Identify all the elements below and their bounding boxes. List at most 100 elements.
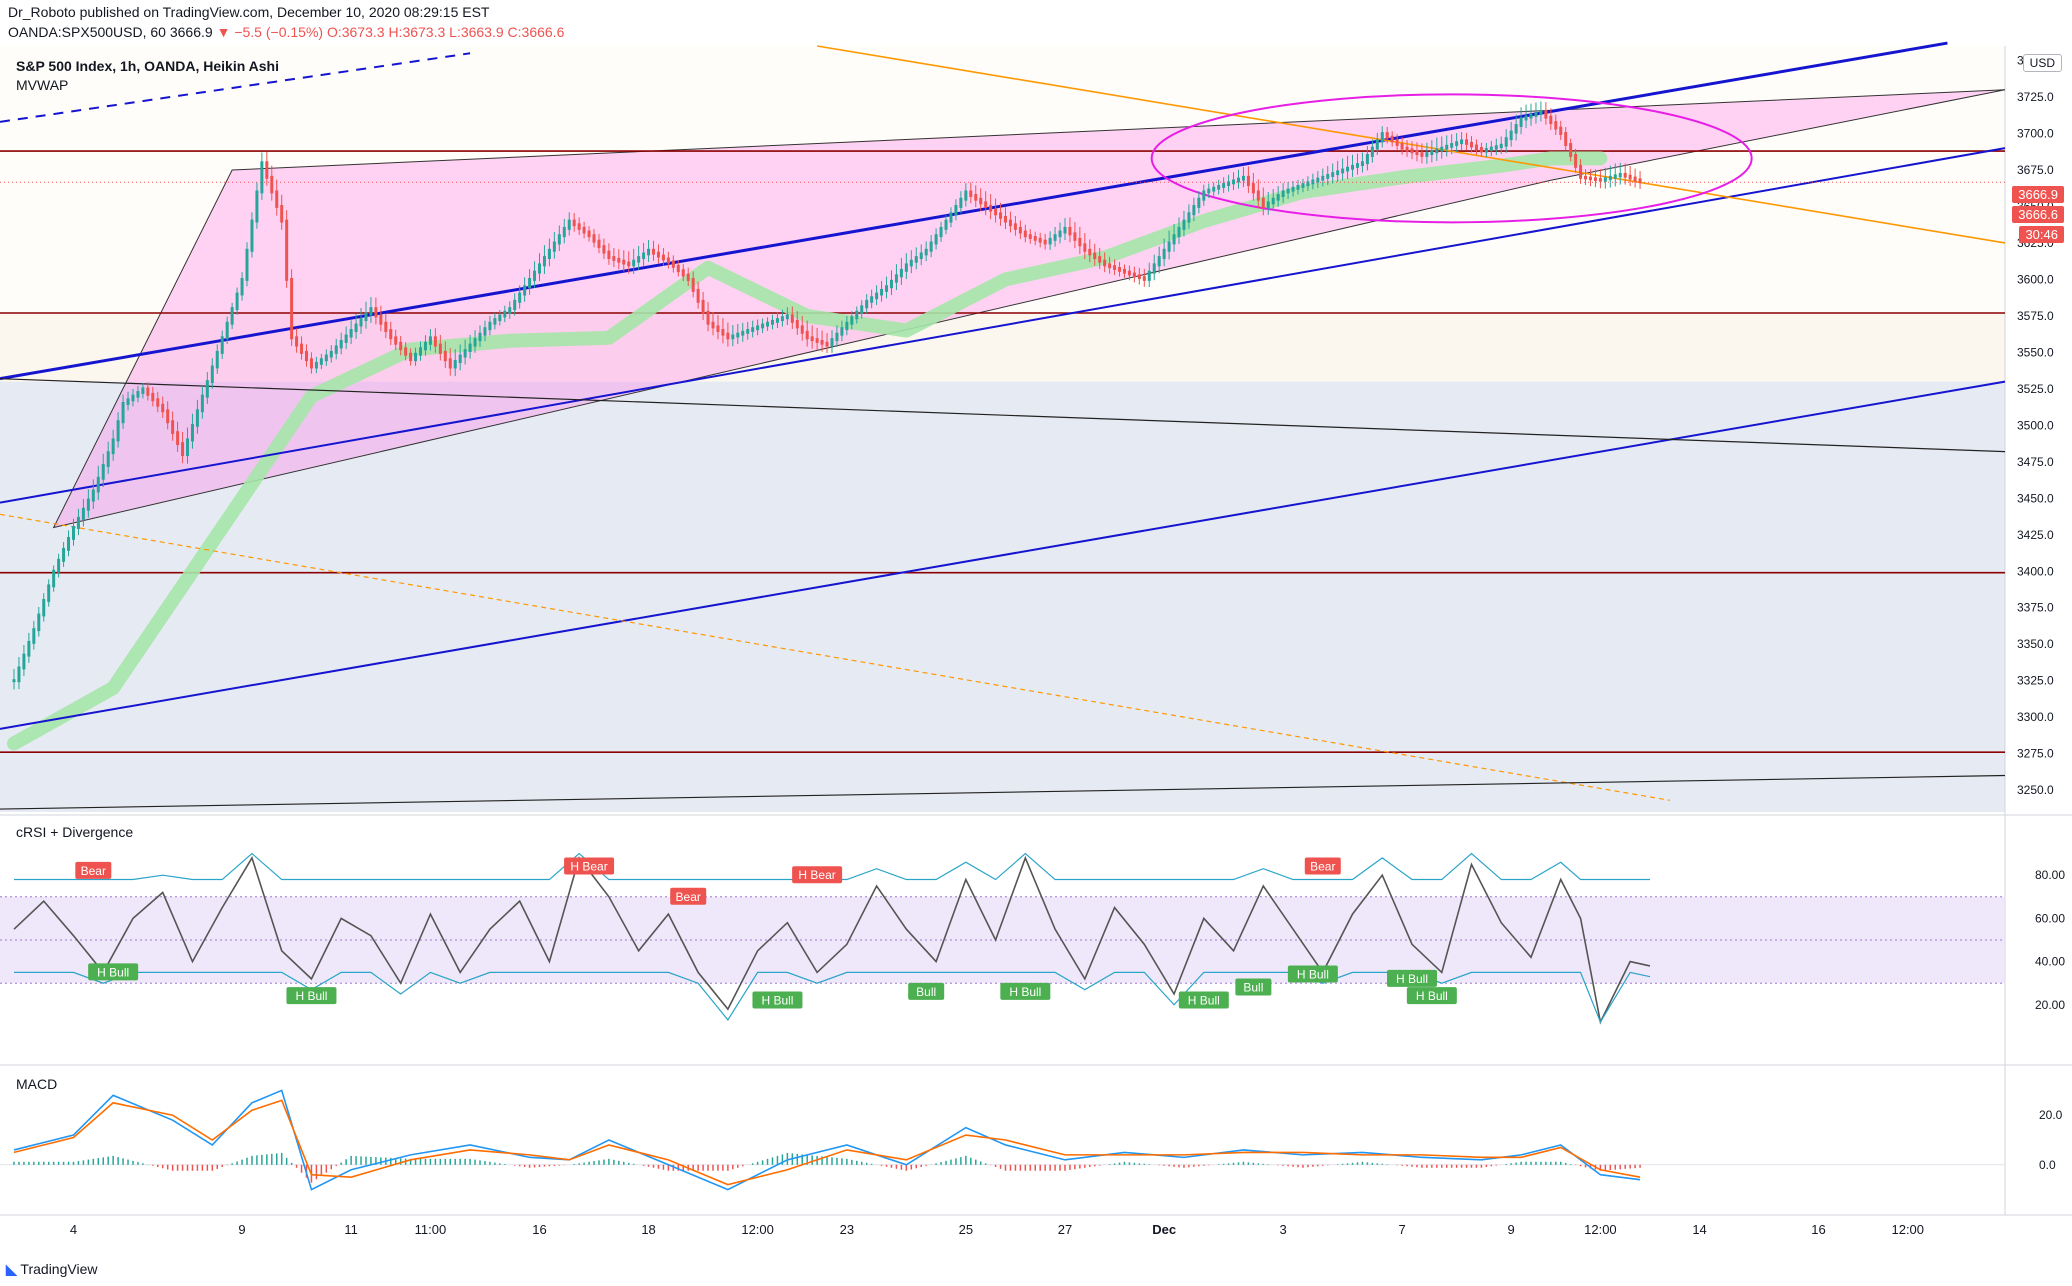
candle-body [419, 347, 423, 356]
divergence-label-text: H Bull [1396, 972, 1428, 986]
candle-body [924, 248, 928, 256]
crsi-tick-label: 80.00 [2035, 868, 2065, 882]
candle-body [205, 380, 209, 398]
candle-body [562, 226, 566, 238]
candle-body [176, 431, 180, 446]
candle-body [1008, 219, 1012, 227]
time-axis-label: 14 [1692, 1222, 1706, 1237]
candle-body [1569, 143, 1573, 157]
candle-body [1222, 183, 1226, 188]
candle-body [116, 420, 120, 442]
candle-body [468, 343, 472, 353]
candle-body [126, 398, 130, 405]
candle-body [1276, 194, 1280, 201]
candle-body [1033, 236, 1037, 241]
candle-body [1420, 152, 1424, 157]
candle-body [770, 319, 774, 325]
candle-body [537, 263, 541, 274]
candle-body [518, 292, 522, 303]
candle-body [528, 277, 532, 289]
currency-button[interactable]: USD [2022, 54, 2062, 72]
candle-body [889, 279, 893, 289]
candle-body [414, 352, 418, 362]
price-tick-label: 3600.0 [2017, 272, 2054, 286]
candle-body [552, 241, 556, 252]
candle-body [1425, 152, 1429, 157]
candle-body [91, 489, 95, 502]
candle-body [766, 321, 770, 327]
macd-histogram [13, 1152, 1641, 1183]
divergence-label-text: H Bull [295, 989, 327, 1003]
candle-body [1579, 164, 1583, 179]
footer-brand[interactable]: ◣ TradingView [6, 1261, 97, 1278]
candle-body [964, 190, 968, 201]
candle-body [1013, 223, 1017, 230]
candle-body [309, 358, 313, 369]
candle-body [1127, 270, 1131, 276]
candle-body [1460, 139, 1464, 145]
publisher-line: Dr_Roboto published on TradingView.com, … [8, 4, 490, 20]
candle-body [706, 310, 710, 325]
candle-body [458, 354, 462, 363]
candle-body [746, 329, 750, 334]
candle-body [1142, 276, 1146, 281]
candle-body [280, 205, 284, 223]
orange-dashed-line [0, 513, 1670, 801]
candle-body [894, 274, 898, 283]
candle-body [483, 327, 487, 336]
divergence-label-text: H Bull [1009, 985, 1041, 999]
candle-body [1628, 174, 1632, 180]
candle-body [632, 259, 636, 267]
black-base-line [0, 774, 2006, 810]
bull-divergence-label: Bull [1235, 978, 1272, 996]
time-axis-label: 25 [959, 1222, 973, 1237]
candle-body [1053, 234, 1057, 241]
candle-body [855, 310, 859, 320]
candle-body [448, 358, 452, 369]
candle-body [215, 350, 219, 369]
price-tick-label: 3725.0 [2017, 90, 2054, 104]
candle-body [691, 277, 695, 292]
divergence-label-text: H Bull [1416, 989, 1448, 1003]
candle-body [1301, 183, 1305, 188]
candle-body [1108, 263, 1112, 269]
candle-body [1306, 181, 1310, 187]
crsi-upper-envelope [14, 852, 1650, 881]
macd-signal-line [13, 1099, 1641, 1186]
candle-body [295, 336, 299, 347]
candle-body [379, 314, 383, 325]
candle-body [1182, 219, 1186, 230]
wedge-pattern [52, 89, 2006, 529]
time-axis-label: 23 [840, 1222, 854, 1237]
time-axis-label: 11:00 [415, 1222, 447, 1237]
candle-body [62, 547, 66, 562]
price-change: −5.5 (−0.15%) [234, 24, 324, 40]
bear-divergence-label: Bear [1304, 857, 1341, 875]
time-axis-label: 12:00 [1891, 1222, 1924, 1237]
candle-body [404, 347, 408, 356]
candle-body [686, 273, 690, 281]
candle-body [210, 365, 214, 384]
time-axis-label: 4 [70, 1222, 77, 1237]
candle-body [607, 250, 611, 260]
candle-body [984, 201, 988, 208]
price-tick-label: 3400.0 [2017, 564, 2054, 578]
candle-body [1514, 124, 1518, 134]
candle-body [344, 334, 348, 343]
candle-body [369, 307, 373, 316]
candle-body [547, 248, 551, 260]
candle-body [1380, 132, 1384, 143]
candle-body [592, 234, 596, 243]
candle-body [111, 438, 115, 455]
bull-divergence-label: H Bull [1406, 987, 1457, 1005]
candle-body [815, 338, 819, 343]
candle-body [666, 257, 670, 264]
bull-divergence-label: H Bull [286, 987, 337, 1005]
candle-body [1093, 252, 1097, 260]
candle-body [652, 248, 656, 255]
main-title: S&P 500 Index, 1h, OANDA, Heikin Ashi [16, 58, 279, 74]
candle-body [1544, 110, 1548, 119]
candle-body [47, 584, 51, 602]
candle-body [1554, 121, 1558, 130]
